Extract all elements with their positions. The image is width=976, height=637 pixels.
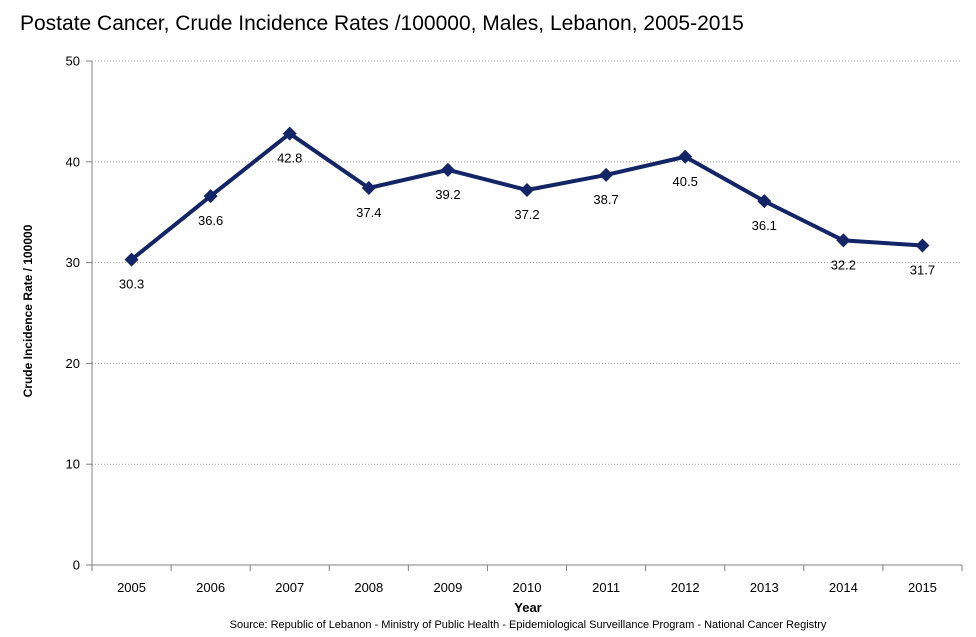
axes xyxy=(91,61,962,566)
data-label: 39.2 xyxy=(435,187,460,202)
data-labels: 30.3 36.6 42.8 37.4 39.2 37.2 38.7 40.5 36.1 32.2… xyxy=(119,151,935,292)
y-tick-label: 40 xyxy=(66,154,80,169)
data-point xyxy=(757,194,772,209)
data-label: 37.4 xyxy=(356,205,381,220)
y-tick-label: 20 xyxy=(66,356,80,371)
x-tick-label: 2014 xyxy=(829,580,858,595)
data-point xyxy=(520,183,534,198)
data-label: 32.2 xyxy=(831,257,856,272)
data-label: 30.3 xyxy=(119,277,144,292)
x-tick-label: 2006 xyxy=(196,580,225,595)
gridlines xyxy=(92,60,962,465)
data-point xyxy=(124,252,139,267)
data-markers xyxy=(124,126,930,267)
x-tick-label: 2008 xyxy=(354,580,383,595)
data-point xyxy=(836,233,851,248)
data-label: 31.7 xyxy=(910,262,935,277)
x-tick-label: 2013 xyxy=(750,580,779,595)
y-tick-label: 10 xyxy=(66,457,80,472)
y-tick-label: 30 xyxy=(66,255,80,270)
data-label: 36.6 xyxy=(198,213,223,228)
chart-title: Postate Cancer, Crude Incidence Rates /1… xyxy=(20,12,744,35)
x-tick-label: 2015 xyxy=(908,580,937,595)
data-point xyxy=(678,149,693,164)
data-point xyxy=(203,189,218,204)
x-tick-label: 2005 xyxy=(117,580,146,595)
x-tick-label: 2009 xyxy=(433,580,462,595)
x-axis-ticks: 2005 2006 2007 2008 2009 2010 2011 2012 2013 2014… xyxy=(91,565,963,595)
y-axis-ticks: 0 10 20 30 40 50 xyxy=(66,54,92,573)
data-point xyxy=(361,181,376,196)
data-label: 38.7 xyxy=(593,192,618,207)
y-tick-label: 0 xyxy=(73,558,80,573)
data-label: 37.2 xyxy=(514,207,539,222)
source-note: Source: Republic of Lebanon - Ministry o… xyxy=(229,619,827,631)
data-label: 42.8 xyxy=(277,151,302,166)
x-axis-label: Year xyxy=(514,600,542,615)
x-tick-label: 2011 xyxy=(592,580,620,595)
data-point xyxy=(915,238,930,253)
data-point xyxy=(599,167,614,182)
y-tick-label: 50 xyxy=(66,54,80,69)
data-label: 36.1 xyxy=(752,218,777,233)
x-tick-label: 2010 xyxy=(513,580,542,595)
data-point xyxy=(282,126,297,141)
x-tick-label: 2007 xyxy=(275,580,304,595)
data-point xyxy=(440,162,455,177)
data-label: 40.5 xyxy=(673,174,698,189)
x-tick-label: 2012 xyxy=(671,580,700,595)
